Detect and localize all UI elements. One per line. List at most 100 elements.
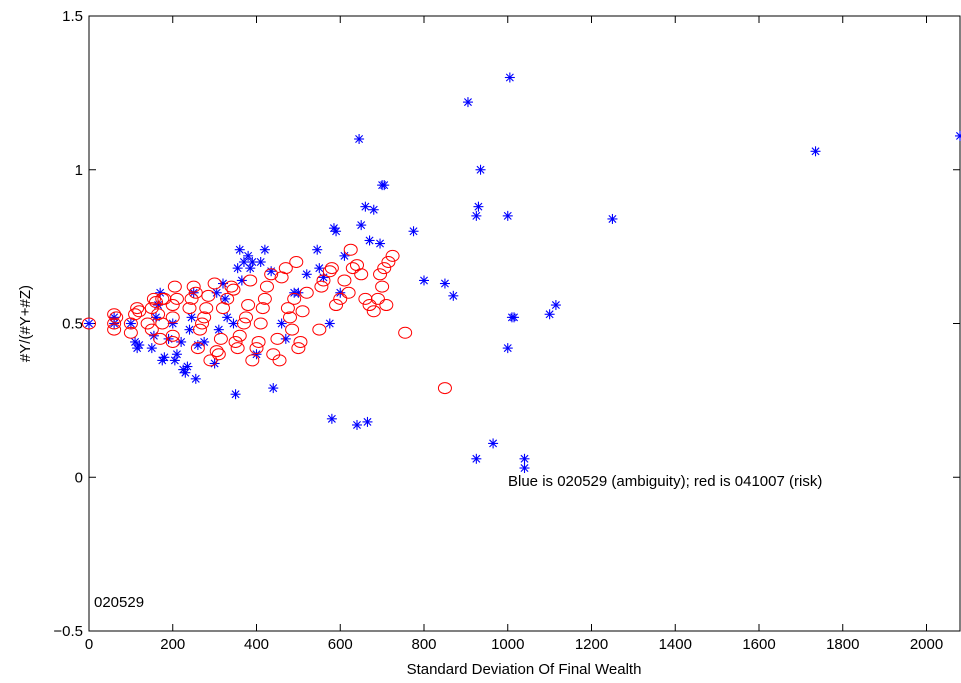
- data-point-asterisk: [255, 257, 266, 267]
- data-point-circle: [270, 332, 285, 345]
- data-point-asterisk: [354, 134, 365, 144]
- data-point-asterisk: [259, 244, 270, 255]
- data-point-circle: [312, 323, 327, 336]
- data-point-circle: [130, 302, 145, 315]
- data-point-circle: [259, 280, 274, 293]
- data-point-asterisk: [234, 244, 245, 255]
- data-point-asterisk: [331, 226, 342, 237]
- data-point-asterisk: [519, 453, 530, 464]
- data-point-circle: [381, 256, 396, 268]
- data-point-asterisk: [84, 318, 94, 329]
- data-point-asterisk: [356, 220, 367, 231]
- data-point-asterisk: [222, 312, 233, 323]
- y-tick-label: 0: [75, 469, 83, 486]
- data-point-circle: [280, 302, 295, 315]
- data-point-circle: [165, 329, 180, 342]
- y-tick-label: 1: [75, 162, 83, 179]
- x-tick-label: 1800: [826, 636, 859, 653]
- data-point-asterisk: [301, 269, 312, 280]
- data-point-circle: [169, 292, 184, 305]
- data-point-asterisk: [232, 263, 243, 274]
- data-point-circle: [314, 280, 329, 293]
- data-point-circle: [199, 302, 214, 315]
- y-tick-label: 0.5: [62, 316, 83, 333]
- data-point-circle: [232, 329, 247, 342]
- data-point-asterisk: [473, 201, 484, 212]
- data-point-asterisk: [230, 389, 241, 400]
- data-point-asterisk: [955, 130, 961, 141]
- data-point-asterisk: [324, 318, 335, 329]
- data-point-circle: [165, 299, 180, 312]
- data-point-circle: [207, 277, 222, 290]
- data-point-asterisk: [488, 438, 499, 449]
- data-point-circle: [278, 262, 293, 275]
- data-point-asterisk: [251, 349, 262, 360]
- data-point-circle: [329, 299, 344, 312]
- data-point-asterisk: [182, 361, 193, 372]
- data-point-asterisk: [190, 373, 201, 384]
- data-point-asterisk: [243, 250, 254, 261]
- data-point-asterisk: [238, 257, 249, 267]
- data-point-asterisk: [362, 416, 373, 427]
- data-point-circle: [155, 317, 170, 330]
- data-point-circle: [239, 311, 254, 324]
- data-point-asterisk: [408, 226, 419, 237]
- data-point-asterisk: [360, 201, 371, 212]
- data-point-circle: [201, 289, 216, 302]
- data-point-circle: [226, 283, 241, 296]
- data-point-asterisk: [607, 213, 618, 224]
- data-point-asterisk: [186, 312, 197, 323]
- data-point-asterisk: [419, 275, 429, 286]
- data-point-asterisk: [502, 210, 513, 221]
- data-point-asterisk: [146, 343, 157, 354]
- data-point-asterisk: [462, 97, 473, 108]
- data-point-asterisk: [509, 312, 520, 323]
- data-point-asterisk: [326, 413, 337, 424]
- data-point-asterisk: [213, 324, 224, 335]
- data-point-circle: [285, 323, 300, 336]
- data-point-circle: [341, 286, 356, 299]
- data-point-asterisk: [352, 419, 362, 430]
- x-tick-label: 200: [160, 636, 185, 653]
- data-point-circle: [283, 311, 297, 324]
- data-point-circle: [182, 302, 197, 315]
- data-point-circle: [289, 256, 304, 268]
- x-axis-label: Standard Deviation Of Final Wealth: [407, 661, 642, 678]
- x-tick-label: 0: [85, 636, 93, 653]
- legend-annotation: Blue is 020529 (ambiguity); red is 04100…: [508, 473, 822, 490]
- x-tick-label: 1400: [659, 636, 692, 653]
- data-point-circle: [107, 323, 122, 336]
- data-point-circle: [245, 354, 260, 367]
- data-point-asterisk: [184, 324, 195, 335]
- x-tick-label: 800: [411, 636, 436, 653]
- data-point-circle: [186, 280, 201, 293]
- data-point-circle: [291, 342, 306, 355]
- data-point-circle: [385, 249, 400, 262]
- data-point-circle: [379, 299, 394, 312]
- data-point-asterisk: [375, 238, 386, 249]
- data-point-asterisk: [167, 318, 178, 329]
- data-point-asterisk: [368, 204, 379, 215]
- data-point-asterisk: [471, 210, 482, 221]
- data-point-asterisk: [339, 250, 350, 261]
- data-point-circle: [192, 323, 207, 336]
- data-point-circle: [354, 268, 369, 281]
- data-point-asterisk: [544, 309, 555, 320]
- data-point-circle: [190, 342, 205, 355]
- data-point-circle: [255, 302, 270, 315]
- data-point-circle: [337, 274, 352, 287]
- data-point-asterisk: [504, 72, 515, 83]
- data-point-circle: [107, 308, 122, 321]
- data-point-circle: [324, 262, 339, 275]
- data-marks: [82, 72, 961, 474]
- x-tick-label: 1600: [742, 636, 775, 653]
- data-point-circle: [437, 382, 452, 395]
- data-point-asterisk: [519, 463, 530, 474]
- data-point-circle: [373, 268, 388, 281]
- data-point-asterisk: [159, 352, 170, 363]
- data-point-circle: [299, 286, 314, 299]
- data-point-circle: [144, 323, 159, 336]
- data-point-circle: [264, 268, 279, 281]
- data-point-circle: [209, 345, 224, 358]
